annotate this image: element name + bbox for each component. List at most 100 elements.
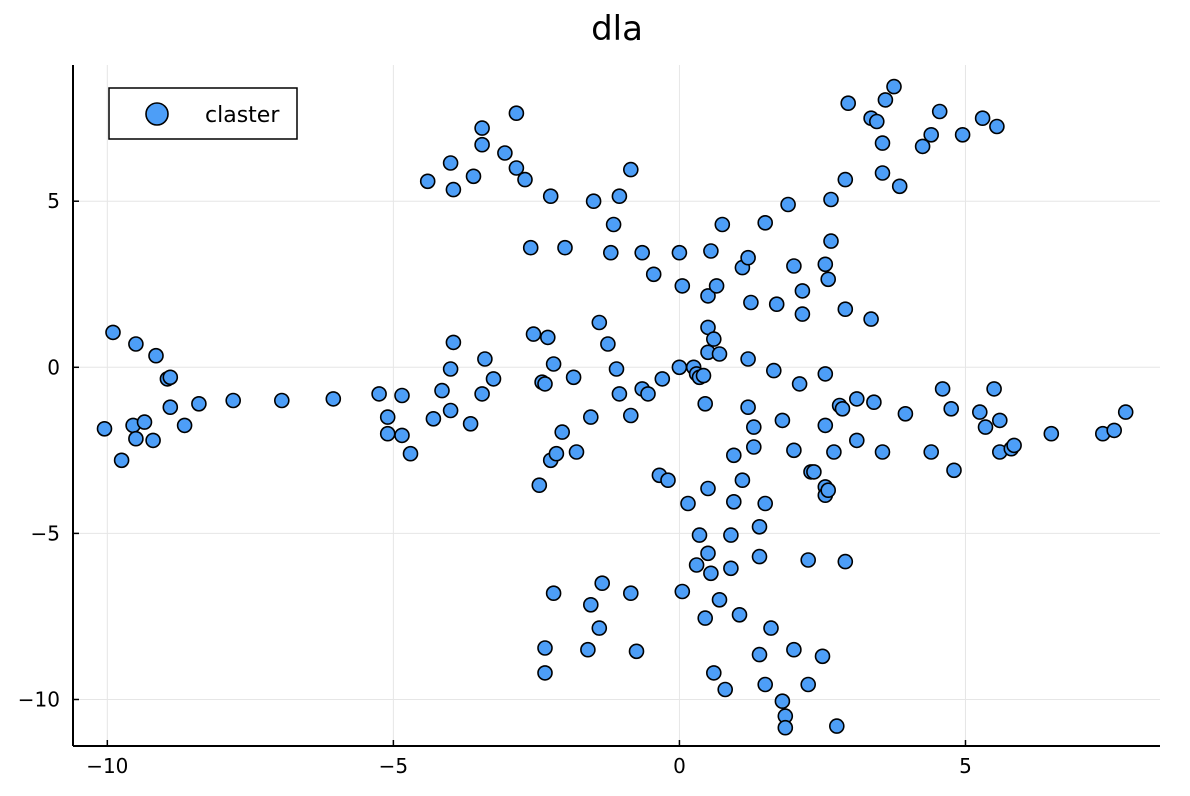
data-point <box>725 447 742 464</box>
data-points <box>96 78 1134 736</box>
data-point <box>703 565 719 582</box>
data-point <box>136 414 153 430</box>
data-point <box>445 334 462 351</box>
data-point <box>725 493 742 510</box>
data-point <box>591 620 608 636</box>
data-point <box>974 110 991 126</box>
data-point <box>674 278 691 294</box>
data-point <box>817 417 834 434</box>
data-point <box>848 391 865 407</box>
data-point <box>525 326 542 342</box>
data-point <box>866 394 882 411</box>
data-point <box>442 402 459 419</box>
data-point <box>834 400 851 417</box>
data-point <box>379 409 396 425</box>
data-point <box>695 367 712 384</box>
data-point <box>823 191 839 208</box>
data-point <box>485 371 502 387</box>
data-point <box>840 95 857 111</box>
legend-marker-icon <box>145 102 169 126</box>
chart-title: dla <box>591 9 643 49</box>
data-point <box>602 244 619 261</box>
data-point <box>700 545 716 562</box>
data-point <box>777 719 794 736</box>
data-point <box>817 256 834 273</box>
legend: claster <box>108 87 298 140</box>
data-point <box>817 366 834 382</box>
grid-lines <box>73 65 1160 746</box>
data-point <box>691 527 708 543</box>
data-point <box>1006 437 1022 454</box>
data-point <box>162 369 179 386</box>
data-point <box>402 445 419 462</box>
data-point <box>628 643 645 660</box>
data-point <box>837 301 854 318</box>
data-point <box>594 575 611 592</box>
data-point <box>162 399 179 416</box>
data-point <box>768 296 785 313</box>
data-point <box>1043 425 1060 442</box>
data-point <box>731 606 748 623</box>
data-point <box>1117 404 1134 420</box>
data-point <box>585 193 602 209</box>
data-point <box>508 105 525 121</box>
data-point <box>697 395 714 412</box>
data-point <box>622 161 639 178</box>
data-point <box>582 596 599 613</box>
data-point <box>923 444 940 460</box>
data-point <box>113 452 130 469</box>
data-point <box>714 216 731 233</box>
data-point <box>176 417 193 434</box>
data-point <box>425 410 442 427</box>
data-point <box>837 171 854 188</box>
data-point <box>826 444 842 460</box>
data-point <box>622 585 639 602</box>
data-point <box>863 311 879 327</box>
data-point <box>765 362 782 379</box>
data-point <box>600 336 616 352</box>
data-point <box>891 178 908 195</box>
data-point <box>877 92 894 108</box>
x-tick-label: −10 <box>86 754 128 778</box>
data-point <box>445 181 462 198</box>
data-point <box>814 648 831 665</box>
data-point <box>325 391 342 407</box>
data-point <box>791 376 808 392</box>
data-point <box>191 395 207 412</box>
data-point <box>800 552 817 568</box>
data-point <box>477 351 493 367</box>
data-point <box>645 266 662 283</box>
data-point <box>128 336 144 352</box>
data-point <box>394 387 410 404</box>
data-point <box>537 640 553 656</box>
data-point <box>622 407 639 424</box>
data-point <box>745 439 762 455</box>
data-point <box>991 412 1008 429</box>
data-point <box>874 135 891 151</box>
data-point <box>806 464 822 480</box>
data-point <box>786 442 802 459</box>
data-point <box>708 278 725 294</box>
data-point <box>591 314 608 331</box>
data-point <box>273 392 290 409</box>
data-point <box>723 560 739 577</box>
data-point <box>105 324 121 341</box>
data-point <box>897 405 914 422</box>
data-point <box>823 233 839 249</box>
data-point <box>545 356 562 372</box>
data-point <box>786 641 802 658</box>
data-point <box>934 381 951 397</box>
data-point <box>946 462 962 479</box>
x-tick-label: 5 <box>959 754 972 778</box>
data-point <box>371 386 387 402</box>
data-point <box>379 425 396 442</box>
data-point <box>820 482 837 499</box>
data-point <box>740 399 756 416</box>
data-point <box>705 665 722 681</box>
data-point <box>508 160 525 176</box>
x-tick-label: 0 <box>673 754 686 778</box>
data-point <box>688 557 705 573</box>
y-tick-label: 5 <box>47 189 60 213</box>
data-point <box>128 430 144 447</box>
data-point <box>542 188 559 204</box>
